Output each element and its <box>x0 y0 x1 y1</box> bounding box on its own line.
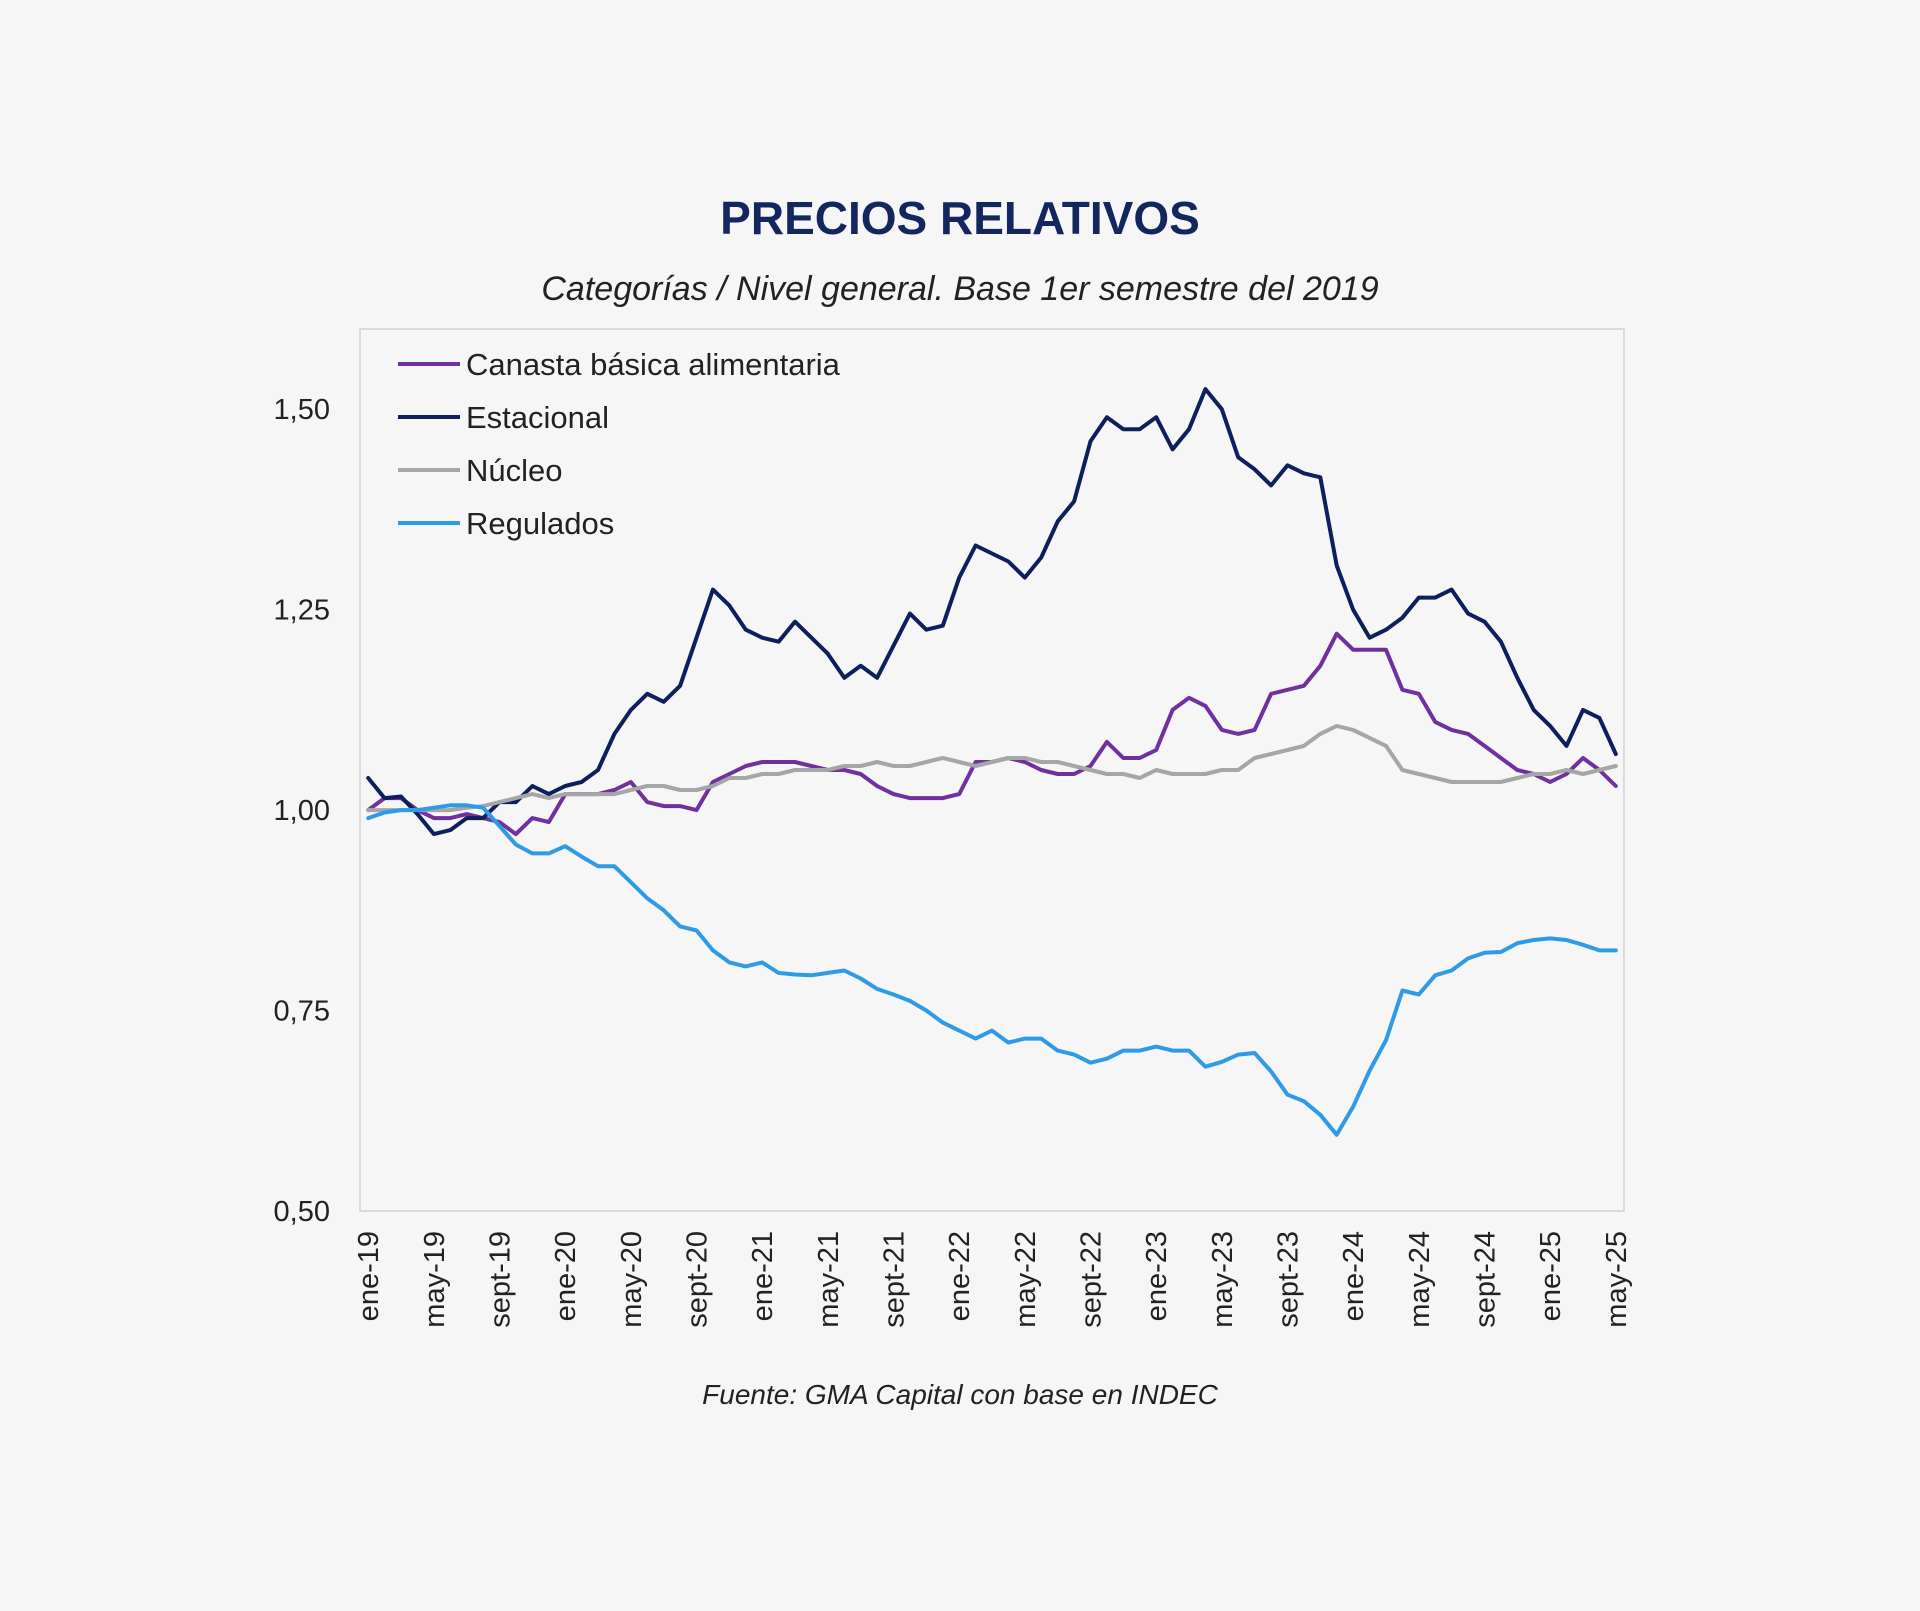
plot-area <box>359 328 1625 1212</box>
x-tick-label: sept-23 <box>1272 1231 1304 1328</box>
legend-label: Estacional <box>466 400 609 435</box>
x-tick-label: may-23 <box>1207 1231 1239 1328</box>
legend-label: Regulados <box>466 506 614 541</box>
x-tick-label: ene-21 <box>747 1231 779 1321</box>
x-tick-label: may-19 <box>419 1231 451 1328</box>
x-tick-label: sept-24 <box>1469 1231 1501 1328</box>
y-tick-label: 0,75 <box>274 996 330 1028</box>
x-tick-label: ene-22 <box>944 1231 976 1321</box>
y-tick-label: 1,25 <box>274 595 330 627</box>
series-line-3 <box>366 723 1618 813</box>
legend: Canasta básica alimentaria Estacional Núcl… <box>398 347 841 541</box>
x-tick-label: may-21 <box>813 1231 845 1328</box>
x-tick-label: may-25 <box>1601 1231 1633 1328</box>
legend-item: Núcleo <box>398 453 563 488</box>
y-tick-label: 1,00 <box>274 795 330 827</box>
source-note: Fuente: GMA Capital con base en INDEC <box>702 1379 1218 1410</box>
x-tick-label: sept-22 <box>1075 1231 1107 1328</box>
legend-item: Canasta básica alimentaria <box>398 347 841 382</box>
x-tick-label: may-22 <box>1010 1231 1042 1328</box>
y-tick-label: 1,50 <box>274 394 330 426</box>
x-tick-label: sept-20 <box>682 1231 714 1328</box>
chart-title: PRECIOS RELATIVOS <box>720 192 1200 244</box>
x-axis: ene-19 may-19 sept-19 ene-20 may-20 sept-20 en… <box>353 1231 1633 1328</box>
x-tick-label: ene-23 <box>1141 1231 1173 1321</box>
y-axis: 0,50 0,75 1,00 1,25 1,50 <box>274 394 330 1228</box>
legend-item: Estacional <box>398 400 609 435</box>
series-lines <box>366 387 1618 1137</box>
x-tick-label: ene-24 <box>1338 1231 1370 1321</box>
legend-label: Canasta básica alimentaria <box>466 347 841 382</box>
x-tick-label: ene-20 <box>550 1231 582 1321</box>
x-tick-label: sept-19 <box>485 1231 517 1328</box>
chart-subtitle: Categorías / Nivel general. Base 1er sem… <box>541 270 1378 308</box>
legend-label: Núcleo <box>466 453 563 488</box>
x-tick-label: may-20 <box>616 1231 648 1328</box>
series-line-2 <box>366 387 1618 837</box>
legend-item: Regulados <box>398 506 614 541</box>
y-tick-label: 0,50 <box>274 1196 330 1228</box>
x-tick-label: may-24 <box>1404 1231 1436 1328</box>
series-line-4 <box>366 803 1618 1137</box>
x-tick-label: ene-19 <box>353 1231 385 1321</box>
x-tick-label: ene-25 <box>1535 1231 1567 1321</box>
x-tick-label: sept-21 <box>879 1231 911 1328</box>
